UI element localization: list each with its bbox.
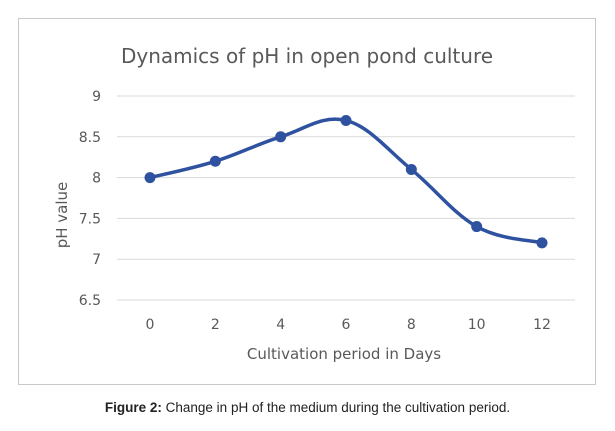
chart-title: Dynamics of pH in open pond culture bbox=[121, 44, 493, 68]
x-tick-label: 2 bbox=[211, 317, 220, 333]
data-point bbox=[471, 221, 483, 233]
series-layer bbox=[144, 114, 548, 249]
y-tick-label: 9 bbox=[92, 89, 101, 105]
y-tick-label: 6.5 bbox=[79, 293, 101, 309]
x-tick-labels: 0 2 4 6 8 10 12 bbox=[146, 317, 551, 333]
caption-label: Figure 2: bbox=[104, 400, 162, 415]
data-point bbox=[340, 114, 352, 126]
x-tick-label: 4 bbox=[276, 317, 285, 333]
data-point bbox=[405, 163, 417, 175]
caption-text: Change in pH of the medium during the cu… bbox=[161, 400, 511, 415]
chart-frame: Dynamics of pH in open pond culture 6.5 7… bbox=[18, 18, 596, 385]
gridlines bbox=[117, 95, 575, 301]
x-tick-label: 0 bbox=[146, 317, 155, 333]
data-point bbox=[144, 172, 156, 184]
x-tick-label: 8 bbox=[407, 317, 416, 333]
figure-caption: Figure 2: Change in pH of the medium dur… bbox=[0, 400, 615, 415]
x-tick-label: 6 bbox=[342, 317, 351, 333]
y-tick-label: 7.5 bbox=[79, 211, 101, 227]
x-tick-label: 10 bbox=[468, 317, 486, 333]
y-tick-label: 7 bbox=[92, 252, 101, 268]
y-tick-label: 8 bbox=[92, 171, 101, 187]
data-point bbox=[536, 237, 548, 249]
series-line bbox=[148, 117, 544, 245]
data-point bbox=[209, 155, 221, 167]
ph-line-chart: Dynamics of pH in open pond culture 6.5 7… bbox=[53, 44, 575, 363]
y-tick-labels: 6.5 7 7.5 8 8.5 9 bbox=[79, 89, 101, 309]
y-axis-label: pH value bbox=[53, 182, 71, 249]
x-tick-label: 12 bbox=[533, 317, 551, 333]
y-tick-label: 8.5 bbox=[79, 130, 101, 146]
data-point bbox=[275, 131, 287, 143]
x-axis-label: Cultivation period in Days bbox=[247, 345, 441, 363]
